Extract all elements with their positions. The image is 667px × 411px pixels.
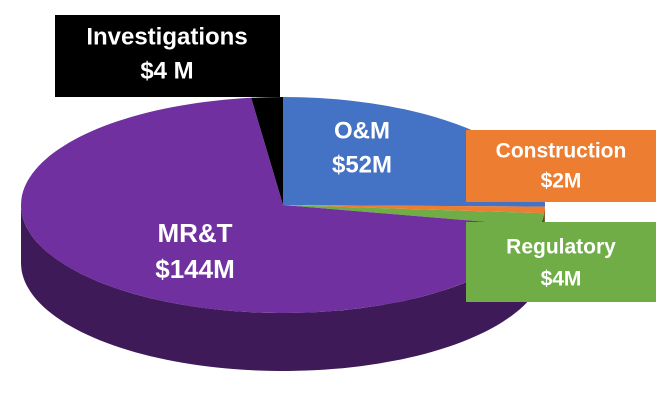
slice-label: Investigations <box>86 23 247 50</box>
slice-label: MR&T <box>157 218 232 248</box>
slice <box>283 205 545 227</box>
value-label: $2M <box>541 170 582 193</box>
value-label: $144M <box>155 254 235 284</box>
slice-label: O&M <box>334 117 390 144</box>
slice-label: Regulatory <box>506 236 616 259</box>
label-box <box>55 15 280 97</box>
slice-label: Construction <box>496 140 627 163</box>
slice <box>283 205 545 214</box>
value-label: $52M <box>332 151 392 178</box>
label-box <box>466 222 656 302</box>
value-label: $4M <box>541 268 582 291</box>
slice <box>251 97 283 205</box>
slice <box>21 97 540 313</box>
value-label: $4 M <box>140 57 193 84</box>
label-box <box>466 130 656 202</box>
slice-side <box>21 205 540 371</box>
